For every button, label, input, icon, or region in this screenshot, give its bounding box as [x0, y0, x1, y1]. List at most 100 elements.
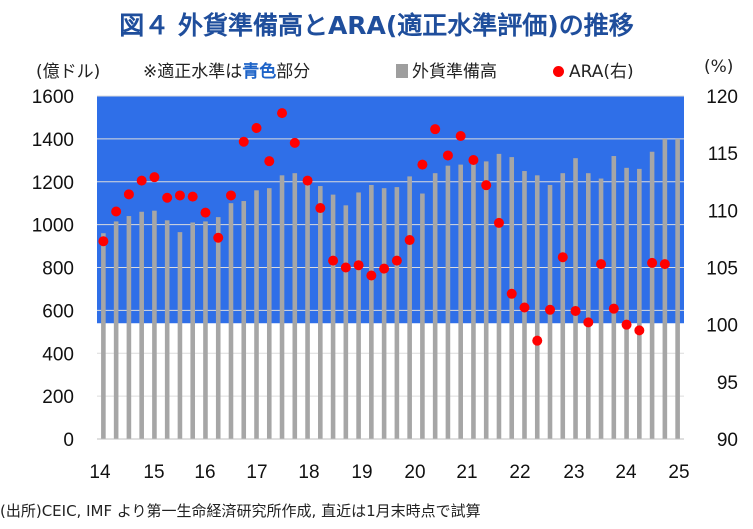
reserve-bar [496, 153, 502, 439]
ara-dot [238, 136, 249, 147]
reserve-bar [190, 222, 196, 439]
ara-dot [532, 335, 543, 346]
ara-dot [174, 190, 185, 201]
reserve-bar [458, 164, 463, 439]
legend-ara-label: ARA(右) [569, 62, 634, 82]
ara-dot [277, 108, 288, 119]
reserve-bar [407, 176, 412, 439]
reserve-bar [203, 221, 208, 439]
source-note: (出所)CEIC, IMF より第一生命経済研究所作成, 直近は1月末時点で試算 [0, 502, 481, 520]
x-tick-label: 18 [298, 462, 319, 483]
adequacy-band [97, 96, 684, 324]
reserve-bar [445, 165, 451, 439]
y-right-tick-label: 110 [708, 201, 738, 222]
ara-dot [289, 137, 300, 148]
reserve-bar [356, 192, 361, 439]
right-axis-unit: (%) [704, 57, 734, 77]
x-tick-label: 21 [456, 462, 477, 483]
reserve-bar [292, 173, 298, 440]
y-right-tick-label: 115 [708, 144, 738, 165]
reserve-bar [305, 177, 310, 439]
ara-dot [353, 260, 364, 271]
reserve-bar [241, 201, 247, 439]
reserve-bar [164, 220, 170, 439]
ara-dot [123, 189, 134, 200]
reserve-bar [215, 217, 221, 439]
x-tick-label: 20 [404, 462, 425, 483]
reserve-bar [637, 168, 642, 439]
y-left-tick-label: 600 [42, 301, 74, 322]
reserve-bar [432, 173, 438, 440]
reserve-bar [279, 175, 285, 439]
x-tick-label: 14 [89, 462, 111, 483]
ara-dot [98, 236, 109, 247]
legend-reserves-label: 外貨準備高 [412, 62, 497, 82]
reserve-bar [126, 216, 132, 439]
ara-dot [251, 123, 262, 134]
ara-dot [621, 319, 632, 330]
x-tick-label: 23 [563, 462, 584, 483]
ara-dot [328, 255, 339, 266]
reserve-bar [611, 156, 617, 439]
x-tick-label: 17 [246, 462, 267, 483]
adequacy-note: ※適正水準は青色部分 [143, 57, 310, 82]
ara-dot [659, 259, 670, 270]
left-axis-unit: (億ドル) [36, 62, 101, 82]
y-left-tick-label: 1000 [32, 216, 74, 237]
ara-dot [545, 304, 556, 315]
reserve-bar [649, 151, 655, 440]
adequacy-note-suffix: 部分 [276, 62, 311, 82]
x-tick-label: 22 [509, 462, 530, 483]
ara-dot [225, 190, 236, 201]
ara-dot [302, 175, 313, 186]
y-left-tick-label: 400 [42, 344, 74, 365]
reserve-bar [675, 138, 680, 439]
x-tick-label: 19 [351, 462, 372, 483]
reserve-bar [573, 158, 578, 439]
y-left-tick-label: 800 [42, 259, 74, 280]
legend-reserves: 外貨準備高 [396, 57, 497, 82]
reserve-bar [254, 190, 259, 439]
ara-dot [149, 172, 160, 183]
ara-dot [136, 175, 147, 186]
reserve-bar [369, 184, 374, 439]
ara-dot [519, 302, 530, 313]
adequacy-note-highlight: 青色 [242, 62, 277, 82]
ara-dot [366, 270, 377, 281]
ara-dot [430, 124, 441, 135]
ara-dot [493, 217, 504, 228]
reserve-bar [228, 203, 234, 439]
reserve-bar [381, 188, 387, 439]
reserve-bar [330, 194, 336, 439]
ara-dot [417, 159, 428, 170]
y-left-tick-label: 200 [42, 387, 74, 408]
reserve-bar [560, 173, 566, 440]
reserve-bar [624, 167, 629, 440]
x-tick-label: 15 [143, 462, 164, 483]
y-right-tick-label: 100 [706, 316, 738, 337]
ara-dot [634, 325, 645, 336]
y-right-tick-label: 120 [706, 87, 738, 108]
reserve-bar [598, 178, 604, 440]
y-left-tick-label: 1600 [32, 87, 74, 108]
reserve-bar [662, 138, 668, 439]
reserve-bar [534, 175, 540, 439]
ara-dot [455, 131, 466, 142]
reserve-bar [585, 173, 591, 440]
reserve-bar [420, 193, 425, 439]
y-left-tick-label: 0 [63, 430, 74, 451]
ara-dot [213, 232, 224, 243]
x-tick-label: 24 [615, 462, 637, 483]
ara-dot [583, 317, 594, 328]
y-right-tick-label: 95 [717, 373, 738, 394]
ara-dot [162, 192, 173, 203]
ara-dot [557, 252, 568, 263]
legend-dot-swatch-icon [553, 66, 564, 77]
legend-ara: ARA(右) [553, 57, 634, 82]
ara-dot [608, 303, 619, 314]
chart-title: 図４ 外貨準備高とARA(適正水準評価)の推移 [119, 11, 634, 40]
ara-dot [379, 263, 390, 274]
reserve-bar [318, 186, 323, 439]
ara-dot [264, 156, 275, 167]
